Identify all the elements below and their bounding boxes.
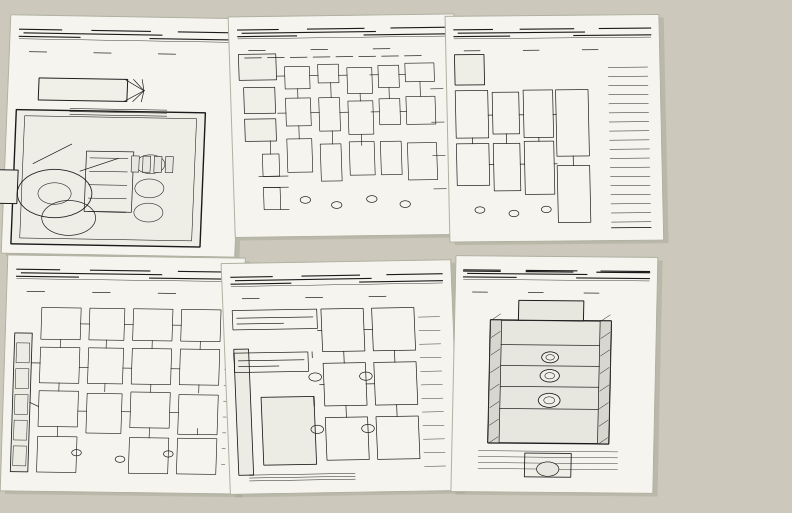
- Bar: [285, 98, 311, 126]
- Bar: [455, 90, 489, 138]
- Bar: [13, 446, 26, 466]
- Bar: [131, 156, 139, 172]
- Bar: [318, 64, 339, 83]
- Bar: [380, 141, 402, 175]
- Circle shape: [542, 352, 558, 363]
- Bar: [455, 54, 485, 85]
- Bar: [40, 347, 80, 383]
- Bar: [287, 139, 313, 172]
- Bar: [519, 300, 584, 321]
- Bar: [284, 66, 310, 89]
- Bar: [179, 349, 219, 385]
- Bar: [221, 260, 460, 495]
- Bar: [348, 101, 374, 134]
- Circle shape: [539, 393, 560, 407]
- Bar: [349, 142, 375, 175]
- Bar: [523, 90, 554, 137]
- Bar: [41, 307, 82, 340]
- Bar: [14, 394, 28, 415]
- Bar: [38, 78, 128, 102]
- Bar: [558, 165, 591, 223]
- Bar: [379, 98, 401, 125]
- Bar: [233, 17, 466, 241]
- Bar: [378, 65, 399, 88]
- Bar: [181, 309, 221, 342]
- Bar: [376, 416, 420, 459]
- Bar: [166, 156, 173, 173]
- Bar: [234, 352, 309, 372]
- Circle shape: [540, 369, 559, 382]
- Bar: [597, 321, 611, 444]
- Bar: [524, 141, 555, 194]
- Bar: [451, 255, 658, 494]
- Bar: [36, 437, 77, 472]
- Bar: [326, 417, 369, 460]
- Bar: [488, 320, 611, 444]
- Bar: [10, 333, 32, 472]
- Bar: [456, 144, 489, 186]
- Bar: [20, 116, 196, 241]
- Bar: [177, 438, 217, 475]
- Bar: [374, 362, 417, 405]
- Bar: [13, 420, 27, 440]
- Bar: [407, 143, 438, 180]
- Bar: [87, 348, 124, 384]
- Bar: [261, 397, 317, 465]
- Bar: [488, 320, 501, 443]
- Bar: [347, 67, 372, 94]
- Bar: [450, 17, 668, 245]
- Bar: [5, 258, 250, 497]
- Bar: [262, 154, 280, 176]
- Bar: [86, 393, 122, 433]
- Bar: [130, 392, 170, 428]
- Bar: [555, 90, 589, 156]
- Bar: [15, 369, 29, 388]
- Circle shape: [536, 462, 559, 477]
- Bar: [323, 363, 367, 406]
- Bar: [154, 156, 162, 172]
- Bar: [371, 307, 416, 351]
- Bar: [84, 151, 134, 212]
- Bar: [0, 170, 18, 204]
- Bar: [238, 54, 276, 81]
- Bar: [320, 144, 342, 181]
- Bar: [228, 14, 461, 238]
- Bar: [264, 187, 281, 210]
- Bar: [16, 343, 30, 363]
- Bar: [493, 143, 521, 191]
- Bar: [244, 87, 276, 113]
- Bar: [89, 308, 125, 340]
- Bar: [405, 63, 435, 82]
- Bar: [128, 438, 169, 474]
- Bar: [318, 97, 341, 131]
- Bar: [0, 255, 246, 494]
- Bar: [6, 18, 249, 260]
- Bar: [445, 14, 664, 242]
- Bar: [143, 156, 150, 172]
- Bar: [321, 308, 365, 352]
- Bar: [455, 259, 663, 497]
- Bar: [11, 110, 205, 247]
- Bar: [234, 349, 253, 476]
- Bar: [132, 309, 173, 341]
- Bar: [232, 309, 318, 330]
- Bar: [524, 453, 571, 477]
- Bar: [406, 96, 436, 124]
- Bar: [38, 391, 78, 427]
- Bar: [492, 92, 520, 134]
- Bar: [131, 348, 172, 385]
- Bar: [177, 394, 219, 435]
- Bar: [245, 119, 276, 142]
- Bar: [1, 15, 245, 257]
- Bar: [226, 263, 465, 498]
